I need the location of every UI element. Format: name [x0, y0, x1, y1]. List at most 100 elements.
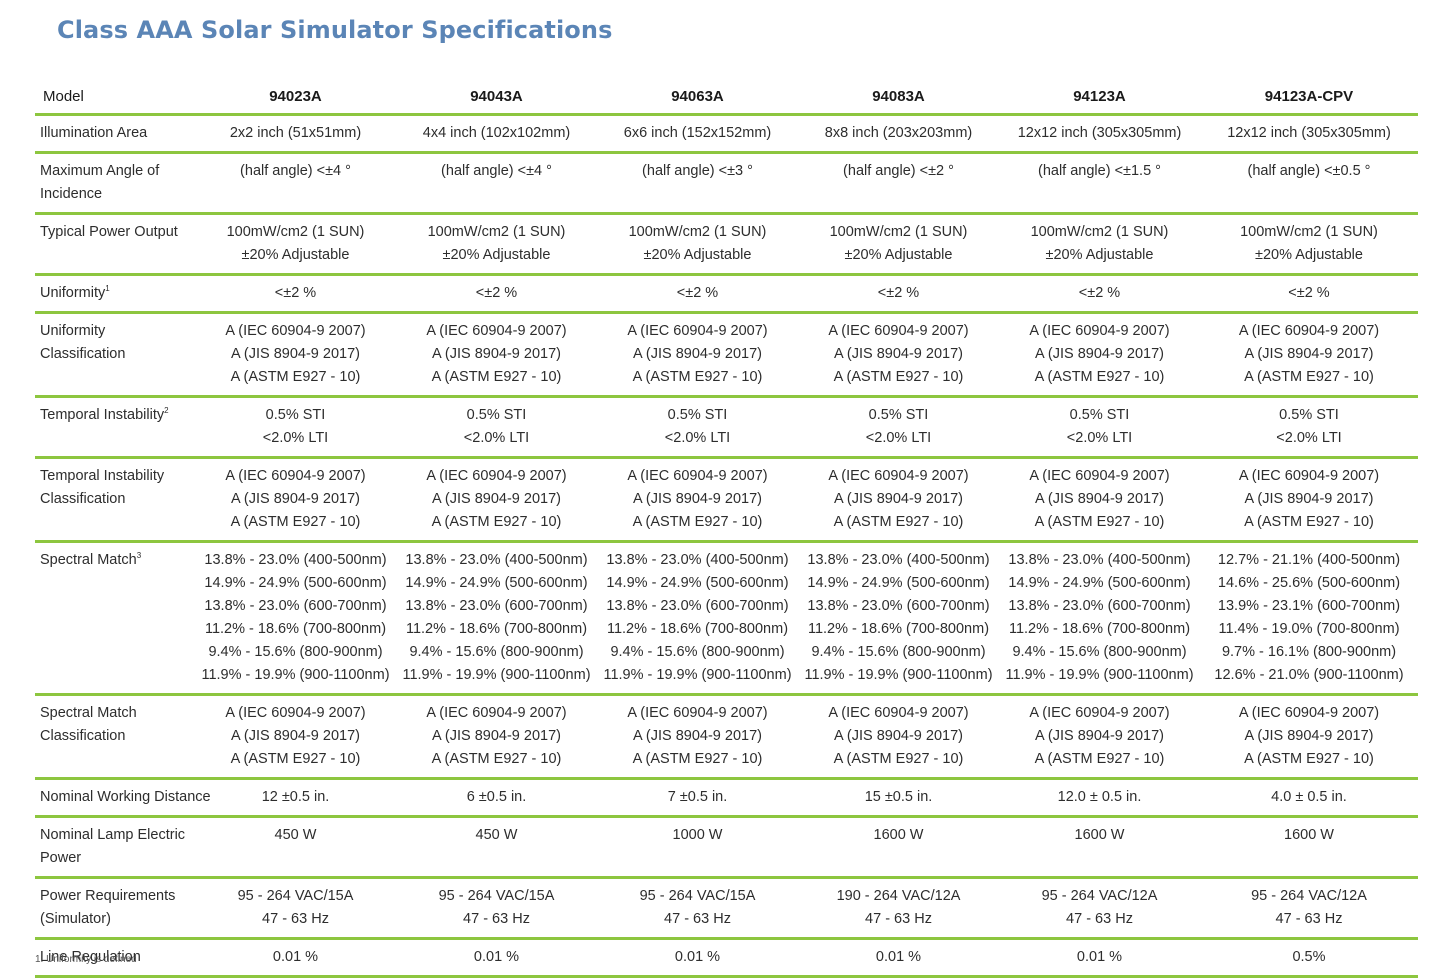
- spec-value: (half angle) <±4 °: [240, 163, 351, 179]
- row-label-line: Nominal Working Distance: [40, 786, 211, 809]
- spec-table-container: Model 94023A 94043A 94063A 94083A 94123A…: [35, 80, 1418, 978]
- spec-cell: 0.5% STI <2.0% LTI: [1200, 397, 1418, 458]
- spec-value: A (JIS 8904-9 2017): [834, 728, 963, 744]
- spec-cell: 6 ±0.5 in.: [396, 779, 597, 817]
- spec-value: A (IEC 60904-9 2007): [1029, 323, 1170, 339]
- spec-value: A (JIS 8904-9 2017): [633, 728, 762, 744]
- row-label-line: Classification: [40, 725, 191, 748]
- spec-cell: 13.8% - 23.0% (400-500nm) 14.9% - 24.9% (…: [999, 542, 1200, 695]
- row-label-line: Uniformity1: [40, 282, 191, 305]
- spec-value: A (IEC 60904-9 2007): [1029, 705, 1170, 721]
- model-header-94063A: 94063A: [597, 80, 798, 116]
- table-row: Illumination Area 2x2 inch (51x51mm) 4x4 i…: [35, 115, 1418, 153]
- spec-value: 13.8% - 23.0% (600-700nm): [807, 598, 990, 614]
- spec-value: 100mW/cm2 (1 SUN): [1240, 224, 1378, 240]
- spec-value: A (IEC 60904-9 2007): [1238, 323, 1380, 339]
- spec-value: 0.5% STI: [868, 407, 929, 423]
- spec-cell: A (IEC 60904-9 2007) A (JIS 8904-9 2017) A…: [999, 458, 1200, 542]
- spec-value: A (JIS 8904-9 2017): [1035, 728, 1164, 744]
- spec-cell: A (IEC 60904-9 2007) A (JIS 8904-9 2017) A…: [798, 458, 999, 542]
- spec-value: 2x2 inch (51x51mm): [229, 125, 362, 141]
- spec-cell: A (IEC 60904-9 2007) A (JIS 8904-9 2017) A…: [798, 313, 999, 397]
- spec-value: A (ASTM E927 - 10): [833, 514, 964, 530]
- spec-value: 100mW/cm2 (1 SUN): [1030, 224, 1169, 240]
- row-label-text: Uniformity: [40, 285, 106, 301]
- model-header-94123A-CPV: 94123A-CPV: [1200, 80, 1418, 116]
- spec-value: 11.9% - 19.9% (900-1100nm): [1005, 667, 1194, 683]
- row-label: Uniformity Classification: [35, 313, 195, 397]
- spec-value: 11.4% - 19.0% (700-800nm): [1218, 621, 1400, 637]
- spec-value: 13.8% - 23.0% (400-500nm): [807, 552, 990, 568]
- spec-value: A (ASTM E927 - 10): [1034, 751, 1165, 767]
- spec-cell: 0.5% STI <2.0% LTI: [597, 397, 798, 458]
- spec-value: (half angle) <±4 °: [441, 163, 552, 179]
- spec-value: 12.6% - 21.0% (900-1100nm): [1214, 667, 1404, 683]
- row-label-line: Classification: [40, 488, 191, 511]
- spec-value: 13.9% - 23.1% (600-700nm): [1217, 598, 1401, 614]
- spec-cell: 1600 W: [798, 817, 999, 878]
- spec-value: ±20% Adjustable: [241, 247, 350, 263]
- row-label-text: Maximum Angle of: [40, 163, 160, 179]
- row-label-line: Nominal Lamp Electric: [40, 824, 191, 847]
- spec-value: 6x6 inch (152x152mm): [623, 125, 772, 141]
- spec-cell: (half angle) <±2 °: [798, 153, 999, 214]
- spec-value: A (IEC 60904-9 2007): [225, 705, 366, 721]
- spec-value: 11.2% - 18.6% (700-800nm): [807, 621, 990, 637]
- spec-value: 13.8% - 23.0% (400-500nm): [606, 552, 789, 568]
- spec-cell: 100mW/cm2 (1 SUN) ±20% Adjustable: [597, 214, 798, 275]
- spec-value: 450 W: [475, 827, 518, 843]
- spec-cell: 7 ±0.5 in.: [597, 779, 798, 817]
- spec-cell: <±2 %: [999, 275, 1200, 313]
- spec-value: A (JIS 8904-9 2017): [1035, 491, 1164, 507]
- spec-cell: 95 - 264 VAC/15A 47 - 63 Hz: [195, 878, 396, 939]
- table-row: Maximum Angle of Incidence (half angle) <±…: [35, 153, 1418, 214]
- spec-cell: 0.01 %: [396, 939, 597, 977]
- row-label-line: Classification: [40, 343, 191, 366]
- spec-value: 11.2% - 18.6% (700-800nm): [1008, 621, 1191, 637]
- row-label: Maximum Angle of Incidence: [35, 153, 195, 214]
- spec-value: 95 - 264 VAC/12A: [1251, 888, 1367, 904]
- row-label: Spectral Match Classification: [35, 695, 195, 779]
- spec-cell: (half angle) <±4 °: [396, 153, 597, 214]
- spec-cell: 95 - 264 VAC/15A 47 - 63 Hz: [597, 878, 798, 939]
- spec-value: <2.0% LTI: [865, 430, 932, 446]
- spec-value: 9.4% - 15.6% (800-900nm): [1012, 644, 1187, 660]
- row-label-line: Spectral Match: [40, 702, 191, 725]
- spec-table: Model 94023A 94043A 94063A 94083A 94123A…: [35, 80, 1418, 978]
- row-label: Line Regulation: [35, 939, 195, 977]
- row-label-text: Power Requirements: [40, 888, 176, 904]
- spec-value: 14.9% - 24.9% (500-600nm): [204, 575, 387, 591]
- footnote: 1. Uniformity is defined: [35, 954, 137, 965]
- row-label: Typical Power Output: [35, 214, 195, 275]
- row-label-line: Temporal Instability: [40, 465, 191, 488]
- row-label-line: Spectral Match3: [40, 549, 191, 572]
- spec-cell: <±2 %: [396, 275, 597, 313]
- row-label-line: Typical Power Output: [40, 221, 191, 244]
- spec-value: <2.0% LTI: [664, 430, 731, 446]
- spec-value: A (ASTM E927 - 10): [431, 369, 562, 385]
- spec-cell: A (IEC 60904-9 2007) A (JIS 8904-9 2017) A…: [1200, 458, 1418, 542]
- spec-value: A (JIS 8904-9 2017): [432, 346, 561, 362]
- spec-cell: A (IEC 60904-9 2007) A (JIS 8904-9 2017) A…: [195, 695, 396, 779]
- spec-value: A (IEC 60904-9 2007): [627, 705, 768, 721]
- spec-cell: A (IEC 60904-9 2007) A (JIS 8904-9 2017) A…: [1200, 313, 1418, 397]
- spec-value: A (IEC 60904-9 2007): [828, 323, 969, 339]
- spec-value: 95 - 264 VAC/12A: [1041, 888, 1158, 904]
- spec-value: 13.8% - 23.0% (400-500nm): [405, 552, 588, 568]
- spec-value: 14.9% - 24.9% (500-600nm): [405, 575, 588, 591]
- spec-value: <±2 %: [274, 285, 317, 301]
- spec-value: A (ASTM E927 - 10): [1244, 369, 1374, 385]
- spec-value: 0.5% STI: [265, 407, 326, 423]
- spec-value: A (JIS 8904-9 2017): [432, 728, 561, 744]
- spec-value: 1000 W: [672, 827, 723, 843]
- spec-value: A (JIS 8904-9 2017): [1244, 728, 1374, 744]
- spec-cell: A (IEC 60904-9 2007) A (JIS 8904-9 2017) A…: [597, 458, 798, 542]
- spec-cell: 4.0 ± 0.5 in.: [1200, 779, 1418, 817]
- spec-value: ±20% Adjustable: [1045, 247, 1154, 263]
- footnote-marker: 2: [164, 406, 169, 416]
- spec-value: 11.9% - 19.9% (900-1100nm): [603, 667, 792, 683]
- spec-value: 12x12 inch (305x305mm): [1017, 125, 1182, 141]
- spec-value: 13.8% - 23.0% (600-700nm): [606, 598, 789, 614]
- spec-cell: 95 - 264 VAC/12A 47 - 63 Hz: [999, 878, 1200, 939]
- spec-value: A (JIS 8904-9 2017): [231, 491, 360, 507]
